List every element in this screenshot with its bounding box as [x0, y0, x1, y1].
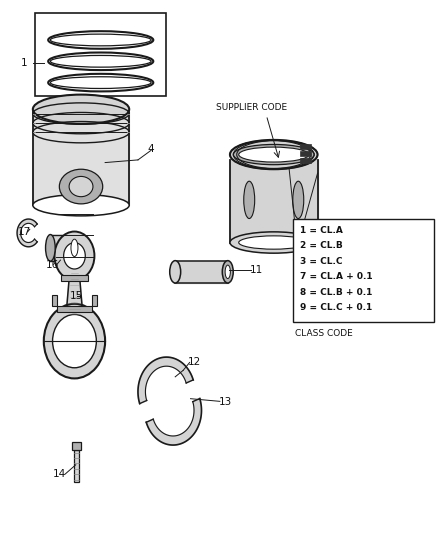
Ellipse shape	[60, 169, 102, 204]
Polygon shape	[138, 357, 193, 403]
Ellipse shape	[44, 304, 105, 378]
Ellipse shape	[48, 53, 153, 70]
Ellipse shape	[70, 235, 79, 261]
Ellipse shape	[53, 314, 96, 368]
Ellipse shape	[230, 140, 318, 169]
Bar	[300, 151, 311, 156]
Bar	[92, 295, 97, 306]
Bar	[293, 219, 434, 322]
Ellipse shape	[223, 261, 233, 283]
Ellipse shape	[48, 74, 153, 92]
Ellipse shape	[50, 34, 151, 46]
Polygon shape	[17, 219, 37, 247]
Text: 4: 4	[148, 144, 155, 154]
Text: 1: 1	[21, 58, 28, 68]
Text: 7 = CL.A + 0.1: 7 = CL.A + 0.1	[300, 272, 373, 281]
Bar	[300, 158, 311, 163]
Ellipse shape	[230, 232, 318, 253]
Text: 16: 16	[46, 261, 59, 270]
Text: 14: 14	[53, 470, 66, 479]
Ellipse shape	[48, 31, 153, 49]
Text: 3 = CL.C: 3 = CL.C	[300, 257, 343, 265]
Ellipse shape	[225, 265, 230, 279]
Ellipse shape	[233, 144, 314, 165]
Text: 13: 13	[219, 398, 232, 407]
Ellipse shape	[170, 261, 180, 283]
Ellipse shape	[239, 147, 309, 162]
Text: 17: 17	[18, 227, 31, 237]
Ellipse shape	[46, 235, 55, 261]
Ellipse shape	[50, 77, 151, 88]
Text: 9 = CL.C + 0.1: 9 = CL.C + 0.1	[300, 303, 372, 312]
Bar	[61, 276, 88, 281]
Text: 8 = CL.B + 0.1: 8 = CL.B + 0.1	[300, 288, 372, 296]
Bar	[300, 144, 311, 149]
Text: SUPPLIER CODE: SUPPLIER CODE	[216, 103, 287, 112]
Text: 15: 15	[70, 291, 83, 301]
Ellipse shape	[293, 181, 304, 219]
Ellipse shape	[64, 243, 85, 269]
Bar	[52, 295, 57, 306]
Bar	[72, 442, 81, 450]
Ellipse shape	[244, 181, 254, 219]
Ellipse shape	[33, 195, 129, 216]
Polygon shape	[67, 278, 82, 309]
Ellipse shape	[69, 176, 93, 197]
Ellipse shape	[71, 239, 78, 256]
Text: 2 = CL.B: 2 = CL.B	[300, 241, 343, 250]
Polygon shape	[146, 399, 201, 445]
Ellipse shape	[239, 236, 309, 249]
Text: 11: 11	[250, 265, 263, 275]
Text: CLASS CODE: CLASS CODE	[295, 329, 353, 338]
Text: 12: 12	[188, 358, 201, 367]
Ellipse shape	[54, 231, 95, 280]
Text: 1 = CL.A: 1 = CL.A	[300, 226, 343, 235]
Ellipse shape	[50, 55, 151, 67]
Bar	[57, 306, 92, 312]
Bar	[74, 450, 79, 482]
Ellipse shape	[33, 95, 129, 124]
Bar	[35, 13, 166, 96]
